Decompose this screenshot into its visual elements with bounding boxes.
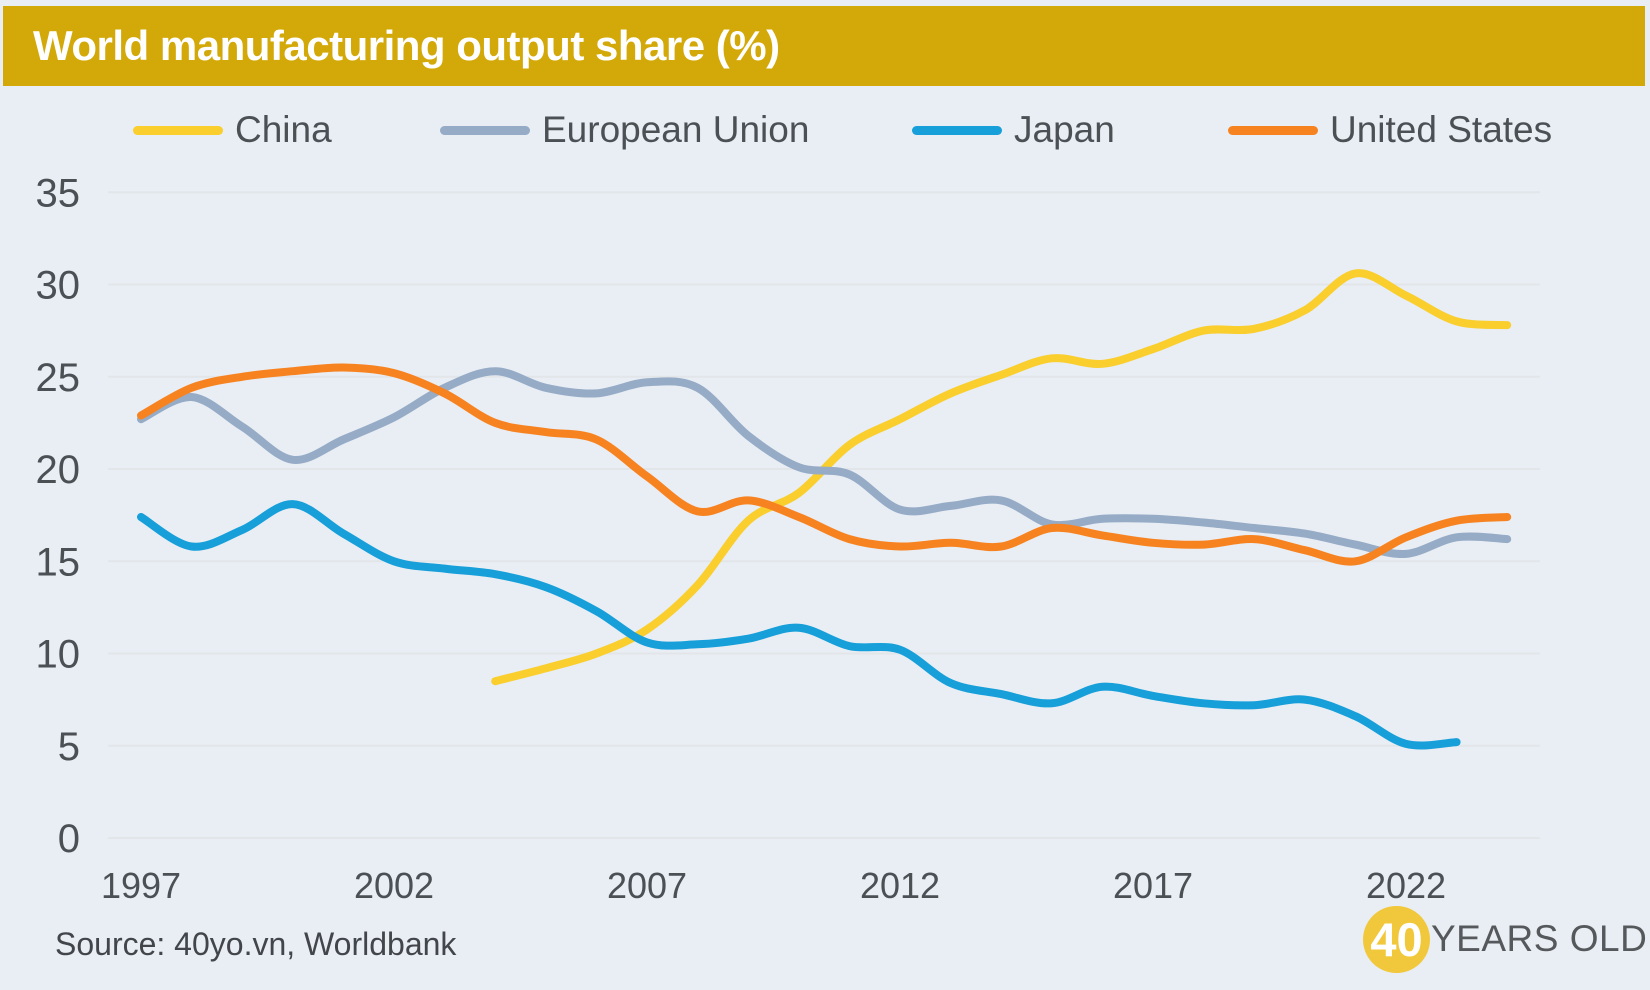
y-axis-labels: 0 5 10 15 20 25 30 35	[36, 171, 81, 861]
svg-text:1997: 1997	[101, 865, 181, 906]
legend-item-united-states[interactable]: United States	[1228, 108, 1552, 152]
legend-swatch-european-union	[440, 125, 530, 135]
svg-text:30: 30	[36, 264, 81, 308]
legend-swatch-united-states	[1228, 125, 1318, 135]
svg-text:2007: 2007	[607, 865, 687, 906]
legend-label-japan: Japan	[1014, 109, 1115, 150]
svg-text:5: 5	[58, 725, 80, 769]
logo-text: YEARS OLD	[1431, 918, 1648, 959]
series-line-united-states	[137, 363, 1512, 566]
svg-text:2022: 2022	[1366, 865, 1446, 906]
legend-label-united-states: United States	[1330, 109, 1553, 150]
svg-text:15: 15	[36, 540, 81, 584]
source-note: Source: 40yo.vn, Worldbank	[55, 926, 457, 962]
series-line-european-union	[137, 367, 1512, 558]
x-axis-labels: 1997 2002 2007 2012 2017 2022	[101, 865, 1446, 906]
gridlines	[108, 191, 1540, 839]
chart-title: World manufacturing output share (%)	[33, 22, 780, 69]
svg-text:35: 35	[36, 171, 81, 215]
legend-label-european-union: European Union	[542, 109, 810, 150]
legend-item-european-union[interactable]: European Union	[440, 108, 809, 152]
svg-text:25: 25	[36, 356, 81, 400]
svg-text:10: 10	[36, 633, 81, 677]
legend-item-china[interactable]: China	[133, 108, 332, 152]
svg-text:2017: 2017	[1113, 865, 1193, 906]
svg-text:0: 0	[58, 817, 80, 861]
legend-swatch-japan	[912, 125, 1002, 135]
legend: China European Union Japan United States	[0, 108, 1650, 152]
legend-item-japan[interactable]: Japan	[912, 108, 1115, 152]
svg-text:2002: 2002	[354, 865, 434, 906]
svg-text:20: 20	[36, 448, 81, 492]
legend-swatch-china	[133, 125, 223, 135]
logo-circle: 40	[1363, 905, 1430, 973]
series-line-japan	[137, 500, 1461, 750]
logo-number: 40	[1370, 912, 1423, 966]
brand-logo: 40 YEARS OLD	[1363, 905, 1647, 973]
series-line-china	[491, 269, 1512, 686]
legend-label-china: China	[235, 109, 332, 150]
svg-text:2012: 2012	[860, 865, 940, 906]
chart-title-bar: World manufacturing output share (%)	[3, 6, 1645, 86]
